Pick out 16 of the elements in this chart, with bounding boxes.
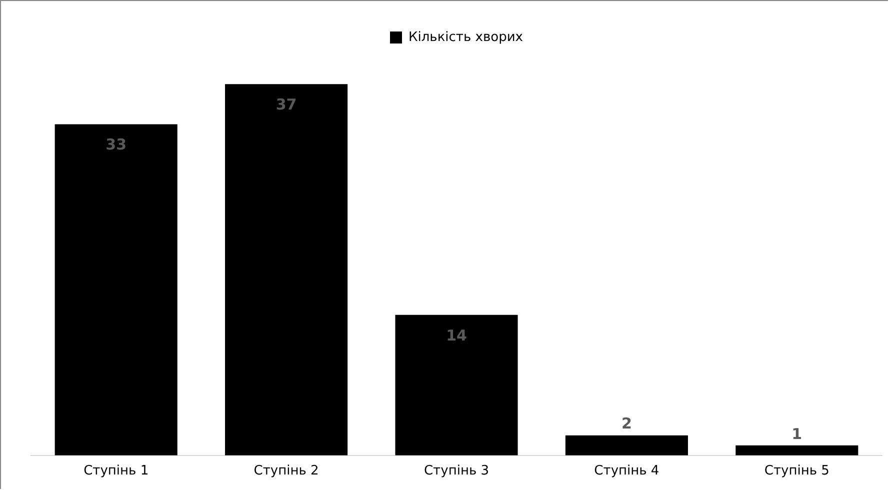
x-tick-label: Ступінь 5: [764, 464, 830, 479]
x-tick-label: Ступінь 1: [84, 464, 149, 479]
bar: [54, 124, 178, 456]
x-tick-label: Ступінь 4: [594, 464, 660, 479]
bar: [225, 84, 348, 456]
x-tick-label: Ступінь 2: [254, 464, 319, 479]
x-tick-label: Ступінь 3: [424, 464, 490, 479]
bar: [736, 445, 858, 456]
data-label: 33: [106, 136, 127, 154]
data-label: 2: [621, 414, 632, 433]
bar: [565, 435, 688, 456]
data-label: 14: [446, 326, 467, 344]
legend-label: Кількість хворих: [408, 30, 524, 45]
data-label: 37: [276, 95, 297, 114]
data-label: 1: [792, 424, 802, 443]
bar: [395, 314, 518, 456]
